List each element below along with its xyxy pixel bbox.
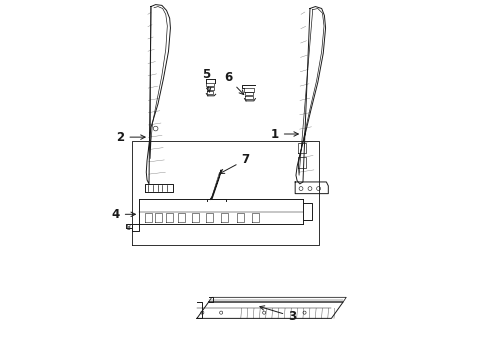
- Text: 2: 2: [116, 131, 145, 144]
- Text: 4: 4: [111, 208, 135, 221]
- Text: 1: 1: [270, 127, 298, 140]
- Text: 5: 5: [202, 68, 210, 92]
- Text: 3: 3: [259, 306, 296, 323]
- Text: 6: 6: [224, 71, 244, 95]
- Text: 7: 7: [220, 153, 249, 174]
